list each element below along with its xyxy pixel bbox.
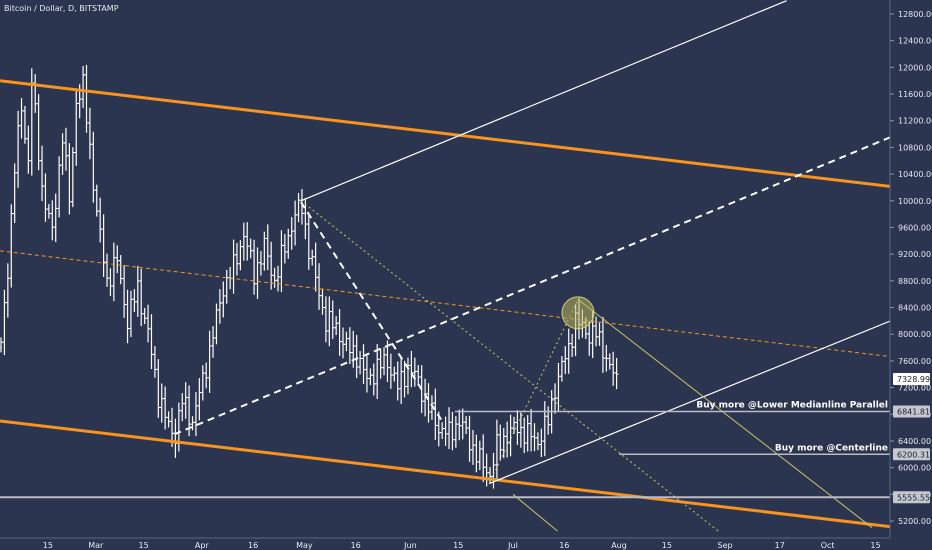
- price-tick-label: 6400.00: [898, 437, 931, 446]
- time-tick-label: Mar: [88, 541, 104, 550]
- time-tick-label: 17: [775, 541, 785, 550]
- time-tick-label: 15: [870, 541, 880, 550]
- time-axis[interactable]: 15 Mar 15 Apr 16 May 16 Jun 15 Jul 16 Aug 15 Sep 17 Oct…: [0, 539, 890, 550]
- orange-median-line: [0, 250, 890, 358]
- price-tick-label: 12000.00: [898, 63, 932, 72]
- time-tick-label: Jul: [507, 541, 518, 550]
- price-tick-label: 10400.00: [898, 170, 932, 179]
- price-tick-label: 12800.00: [898, 10, 932, 19]
- time-tick-label: 16: [248, 541, 258, 550]
- price-tick-label: 8000.00: [898, 330, 931, 339]
- time-tick-label: 15: [662, 541, 672, 550]
- drawing-lines-layer: [0, 0, 890, 532]
- marker-layer: [561, 296, 595, 330]
- annotation-label: Buy more @Lower Medianline Parallel: [696, 400, 888, 410]
- price-axis[interactable]: 5200.005600.006000.006400.006800.007200.…: [890, 0, 932, 550]
- price-tick-label: 7200.00: [898, 384, 931, 393]
- time-axis-background: [0, 539, 890, 550]
- price-tick-label: 8800.00: [898, 277, 931, 286]
- price-tick-label: 5200.00: [898, 517, 931, 526]
- price-tick-label: 11600.00: [898, 90, 932, 99]
- yellow-left-line: [512, 493, 558, 532]
- yellow-up-dotted-line: [488, 299, 579, 484]
- price-tag-label: 6200.31: [897, 450, 930, 459]
- time-tick-label: Jun: [403, 541, 417, 550]
- price-tick-label: 12400.00: [898, 37, 932, 46]
- price-tick-label: 9200.00: [898, 250, 931, 259]
- annotation-label: Buy more @Centerline: [775, 443, 888, 453]
- symbol-title: Bitcoin / Dollar, D, BITSTAMP: [4, 4, 119, 13]
- candle: [614, 357, 619, 390]
- price-tick-label: 10800.00: [898, 143, 932, 152]
- fork-lower-line: [488, 320, 890, 485]
- time-tick-label: Aug: [611, 541, 627, 550]
- annotations-layer: Buy more @Lower Medianline Parallel Buy m…: [696, 400, 888, 453]
- time-tick-label: 15: [43, 541, 53, 550]
- highlight-circle: [561, 296, 595, 330]
- price-tick-label: 11200.00: [898, 117, 932, 126]
- price-tick-label: 9600.00: [898, 223, 931, 232]
- price-tag-box: [893, 405, 930, 418]
- yellow-diag-dotted-line: [300, 200, 719, 532]
- fork-median-line: [174, 136, 890, 436]
- fork-upper-line: [300, 0, 787, 202]
- time-tick-label: Sep: [718, 541, 733, 550]
- orange-upper-line: [0, 79, 890, 188]
- price-tag-label: 7328.99: [897, 375, 930, 384]
- price-tag-box: [893, 448, 930, 461]
- price-tick-label: 7600.00: [898, 357, 931, 366]
- price-tick-label: 8400.00: [898, 304, 931, 313]
- price-tag-box: [893, 372, 930, 385]
- time-tick-label: 15: [453, 541, 463, 550]
- price-tag-label: 6841.81: [897, 407, 930, 416]
- time-tick-label: Oct: [821, 541, 835, 550]
- time-tick-label: Apr: [195, 541, 210, 550]
- price-tick-label: 10000.00: [898, 197, 932, 206]
- time-tick-label: 16: [351, 541, 361, 550]
- time-tick-label: 16: [559, 541, 569, 550]
- price-tag-box: [893, 491, 930, 504]
- price-tag-label: 5555.55: [897, 493, 930, 502]
- yellow-right-line: [577, 299, 873, 529]
- time-tick-label: 15: [139, 541, 149, 550]
- time-tick-label: May: [296, 541, 313, 550]
- price-tags-layer: 7328.99 6841.81 6200.31 5555.55: [893, 372, 930, 504]
- price-tick-label: 6000.00: [898, 464, 931, 473]
- orange-lower-line: [0, 419, 890, 529]
